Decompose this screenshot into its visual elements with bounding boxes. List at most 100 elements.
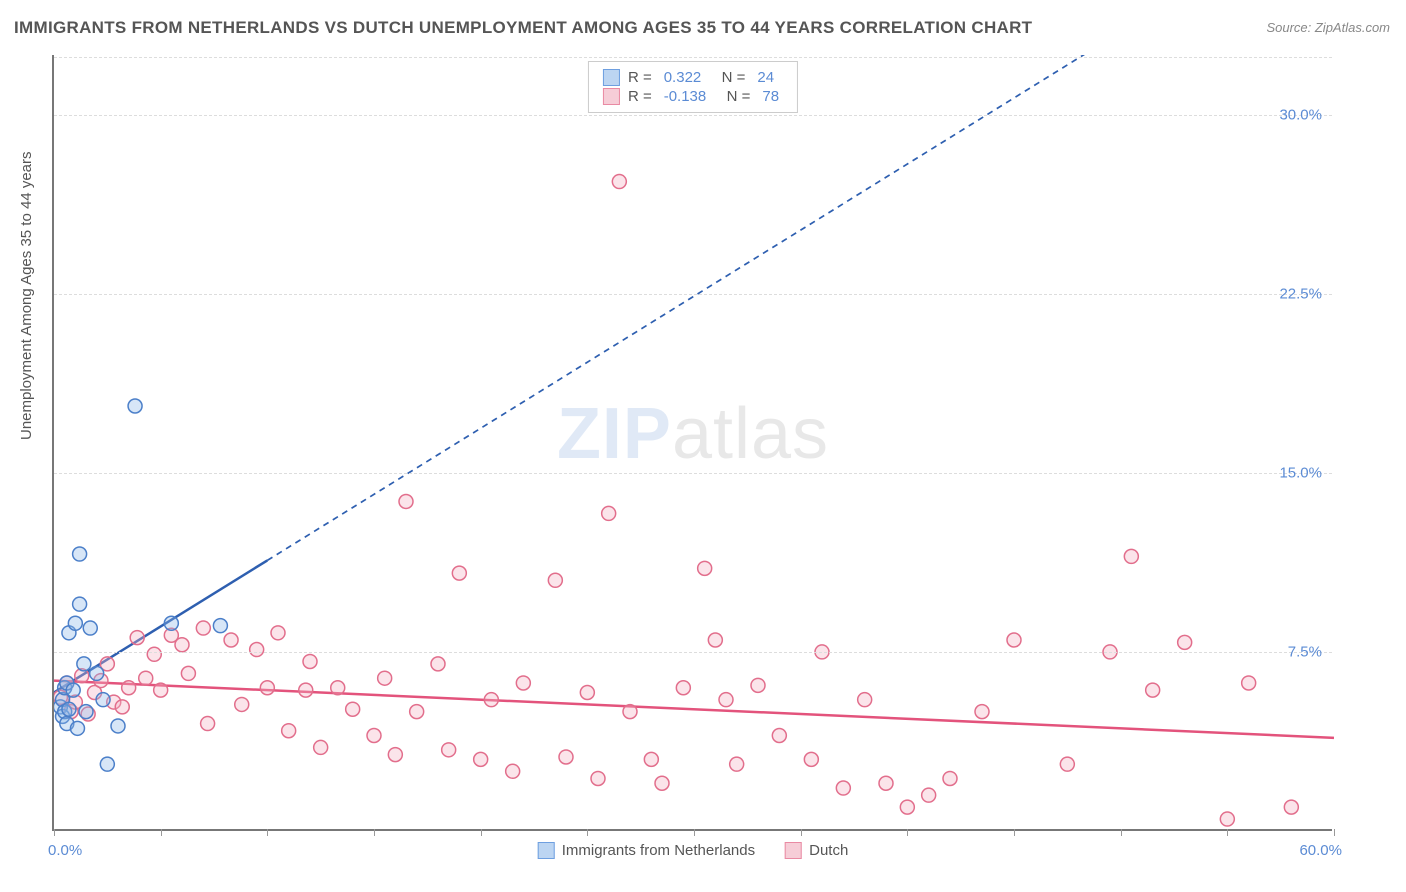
data-point	[62, 702, 76, 716]
data-point	[1220, 812, 1234, 826]
data-point	[623, 705, 637, 719]
data-point	[154, 683, 168, 697]
data-point	[399, 494, 413, 508]
data-point	[331, 681, 345, 695]
gridline	[54, 652, 1332, 653]
data-point	[655, 776, 669, 790]
data-point	[224, 633, 238, 647]
data-point	[943, 771, 957, 785]
data-point	[213, 619, 227, 633]
legend-item: Immigrants from Netherlands	[538, 842, 755, 859]
data-point	[548, 573, 562, 587]
data-point	[122, 681, 136, 695]
data-point	[591, 771, 605, 785]
x-tick-mark	[1014, 829, 1015, 836]
x-tick-mark	[1334, 829, 1335, 836]
x-tick-mark	[587, 829, 588, 836]
data-point	[235, 697, 249, 711]
data-point	[1146, 683, 1160, 697]
chart-title: IMMIGRANTS FROM NETHERLANDS VS DUTCH UNE…	[14, 18, 1032, 38]
data-point	[201, 717, 215, 731]
data-point	[804, 752, 818, 766]
data-point	[698, 561, 712, 575]
data-point	[303, 654, 317, 668]
data-point	[516, 676, 530, 690]
data-point	[66, 683, 80, 697]
data-point	[1060, 757, 1074, 771]
data-point	[879, 776, 893, 790]
x-tick-mark	[481, 829, 482, 836]
data-point	[858, 693, 872, 707]
data-point	[410, 705, 424, 719]
x-tick-label: 60.0%	[1299, 842, 1342, 859]
x-tick-mark	[1121, 829, 1122, 836]
trend-line-dashed	[267, 55, 1334, 560]
data-point	[836, 781, 850, 795]
x-tick-mark	[161, 829, 162, 836]
data-point	[271, 626, 285, 640]
gridline	[54, 57, 1332, 58]
data-point	[772, 728, 786, 742]
data-point	[442, 743, 456, 757]
y-axis-label: Unemployment Among Ages 35 to 44 years	[18, 151, 35, 440]
data-point	[260, 681, 274, 695]
data-point	[175, 638, 189, 652]
data-point	[77, 657, 91, 671]
data-point	[181, 666, 195, 680]
data-point	[83, 621, 97, 635]
data-point	[708, 633, 722, 647]
x-tick-mark	[1227, 829, 1228, 836]
x-tick-mark	[374, 829, 375, 836]
x-tick-label: 0.0%	[48, 842, 82, 859]
legend-swatch	[538, 842, 555, 859]
data-point	[975, 705, 989, 719]
data-point	[452, 566, 466, 580]
y-tick-label: 30.0%	[1279, 106, 1322, 123]
source-label: Source: ZipAtlas.com	[1266, 20, 1390, 35]
y-tick-label: 15.0%	[1279, 464, 1322, 481]
data-point	[751, 678, 765, 692]
x-tick-mark	[694, 829, 695, 836]
data-point	[111, 719, 125, 733]
legend-label: Dutch	[809, 842, 848, 859]
data-point	[506, 764, 520, 778]
data-point	[388, 748, 402, 762]
y-tick-label: 22.5%	[1279, 285, 1322, 302]
data-point	[559, 750, 573, 764]
legend-item: Dutch	[785, 842, 848, 859]
data-point	[644, 752, 658, 766]
legend-label: Immigrants from Netherlands	[562, 842, 755, 859]
data-point	[100, 757, 114, 771]
data-point	[730, 757, 744, 771]
data-point	[79, 705, 93, 719]
gridline	[54, 294, 1332, 295]
data-point	[282, 724, 296, 738]
x-tick-mark	[801, 829, 802, 836]
data-point	[299, 683, 313, 697]
plot-area: ZIPatlas R = 0.322 N = 24 R = -0.138 N =…	[52, 55, 1332, 831]
data-point	[367, 728, 381, 742]
data-point	[431, 657, 445, 671]
data-point	[346, 702, 360, 716]
legend-swatch	[785, 842, 802, 859]
data-point	[130, 631, 144, 645]
data-point	[1284, 800, 1298, 814]
data-point	[580, 686, 594, 700]
data-point	[1007, 633, 1021, 647]
data-point	[719, 693, 733, 707]
data-point	[196, 621, 210, 635]
data-point	[1242, 676, 1256, 690]
bottom-legend: Immigrants from Netherlands Dutch	[538, 842, 849, 859]
data-point	[900, 800, 914, 814]
data-point	[115, 700, 129, 714]
data-point	[164, 616, 178, 630]
x-tick-mark	[907, 829, 908, 836]
data-point	[128, 399, 142, 413]
data-point	[96, 693, 110, 707]
gridline	[54, 473, 1332, 474]
plot-svg	[54, 55, 1334, 831]
data-point	[378, 671, 392, 685]
data-point	[676, 681, 690, 695]
x-tick-mark	[267, 829, 268, 836]
data-point	[602, 506, 616, 520]
